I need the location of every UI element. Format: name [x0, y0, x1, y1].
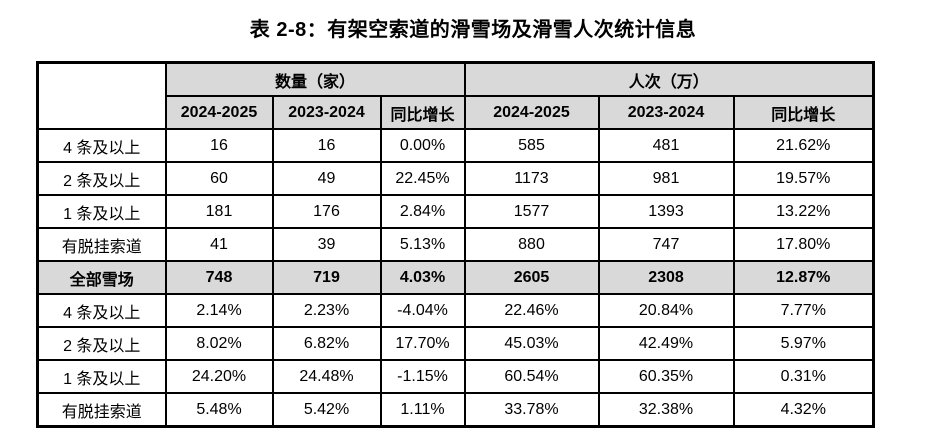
cell: 24.48% — [271, 359, 382, 394]
sub-header-visits-2024-2025: 2024-2025 — [463, 95, 600, 130]
sub-header-qty-yoy: 同比增长 — [379, 95, 466, 130]
cell: 0.00% — [379, 128, 466, 163]
cell: 39 — [271, 227, 382, 262]
cell: 13.22% — [732, 194, 875, 229]
cell: -4.04% — [379, 293, 466, 328]
row-label: 4 条及以上 — [36, 128, 167, 163]
cell: 60.54% — [463, 359, 600, 394]
cell: 481 — [597, 128, 735, 163]
cell: 981 — [597, 161, 735, 196]
table-title: 表 2-8：有架空索道的滑雪场及滑雪人次统计信息 — [249, 19, 697, 41]
cell: 33.78% — [463, 392, 600, 428]
cell: 17.80% — [732, 227, 875, 262]
cell: 181 — [164, 194, 274, 229]
table-row: 1 条及以上 24.20% 24.48% -1.15% 60.54% 60.35… — [36, 359, 875, 394]
table-row: 4 条及以上 16 16 0.00% 585 481 21.62% — [36, 128, 875, 163]
sub-header-row: 2024-2025 2023-2024 同比增长 2024-2025 2023-… — [38, 95, 875, 130]
cell: 24.20% — [164, 359, 274, 394]
cell: 719 — [271, 260, 382, 295]
cell: 5.97% — [732, 326, 875, 361]
cell: 16 — [271, 128, 382, 163]
row-label: 2 条及以上 — [36, 161, 167, 196]
cell: 22.46% — [463, 293, 600, 328]
table-row: 有脱挂索道 41 39 5.13% 880 747 17.80% — [36, 227, 875, 262]
sub-header-visits-yoy: 同比增长 — [732, 95, 875, 130]
corner-cell — [36, 61, 167, 130]
cell: 5.42% — [271, 392, 382, 428]
cell: 0.31% — [732, 359, 875, 394]
cell: 5.48% — [164, 392, 274, 428]
cell: 19.57% — [732, 161, 875, 196]
table-row: 有脱挂索道 5.48% 5.42% 1.11% 33.78% 32.38% 4.… — [36, 392, 875, 428]
sub-header-qty-2023-2024: 2023-2024 — [271, 95, 382, 130]
cell: 5.13% — [379, 227, 466, 262]
row-label: 1 条及以上 — [36, 359, 167, 394]
cell: 20.84% — [597, 293, 735, 328]
cell: 45.03% — [463, 326, 600, 361]
cell: 2308 — [597, 260, 735, 295]
cell: 12.87% — [732, 260, 875, 295]
cell: 60.35% — [597, 359, 735, 394]
cell: 585 — [463, 128, 600, 163]
cell: 1393 — [597, 194, 735, 229]
cell: 60 — [164, 161, 274, 196]
group-header-row: 数量（家） 人次（万） — [36, 61, 875, 130]
cell: 2.84% — [379, 194, 466, 229]
cell: 2.14% — [164, 293, 274, 328]
cell: 42.49% — [597, 326, 735, 361]
cell: 1577 — [463, 194, 600, 229]
cell: 176 — [271, 194, 382, 229]
cell: 4.03% — [379, 260, 466, 295]
cell: -1.15% — [379, 359, 466, 394]
row-label: 有脱挂索道 — [36, 227, 167, 262]
row-label: 4 条及以上 — [36, 293, 167, 328]
cell: 8.02% — [164, 326, 274, 361]
table-row: 2 条及以上 8.02% 6.82% 17.70% 45.03% 42.49% … — [36, 326, 875, 361]
cell: 6.82% — [271, 326, 382, 361]
col-group-visits: 人次（万） — [463, 61, 875, 97]
row-label: 2 条及以上 — [36, 326, 167, 361]
cell: 41 — [164, 227, 274, 262]
ropeway-ski-stats-table: 数量（家） 人次（万） 2024-2025 2023-2024 同比增长 202… — [36, 61, 875, 428]
cell: 2605 — [463, 260, 600, 295]
row-label: 全部雪场 — [36, 260, 167, 295]
cell: 22.45% — [379, 161, 466, 196]
cell: 16 — [164, 128, 274, 163]
cell: 747 — [597, 227, 735, 262]
table-row: 1 条及以上 181 176 2.84% 1577 1393 13.22% — [36, 194, 875, 229]
cell: 880 — [463, 227, 600, 262]
table-row: 4 条及以上 2.14% 2.23% -4.04% 22.46% 20.84% … — [36, 293, 875, 328]
cell: 1.11% — [379, 392, 466, 428]
row-label: 1 条及以上 — [36, 194, 167, 229]
cell: 32.38% — [597, 392, 735, 428]
sub-header-qty-2024-2025: 2024-2025 — [164, 95, 274, 130]
sub-header-visits-2023-2024: 2023-2024 — [597, 95, 735, 130]
table-row: 2 条及以上 60 49 22.45% 1173 981 19.57% — [36, 161, 875, 196]
cell: 2.23% — [271, 293, 382, 328]
row-label: 有脱挂索道 — [36, 392, 167, 428]
table-row-total: 全部雪场 748 719 4.03% 2605 2308 12.87% — [36, 260, 875, 295]
cell: 17.70% — [379, 326, 466, 361]
cell: 49 — [271, 161, 382, 196]
cell: 7.77% — [732, 293, 875, 328]
cell: 1173 — [463, 161, 600, 196]
cell: 21.62% — [732, 128, 875, 163]
col-group-quantity: 数量（家） — [164, 61, 466, 97]
cell: 4.32% — [732, 392, 875, 428]
cell: 748 — [164, 260, 274, 295]
